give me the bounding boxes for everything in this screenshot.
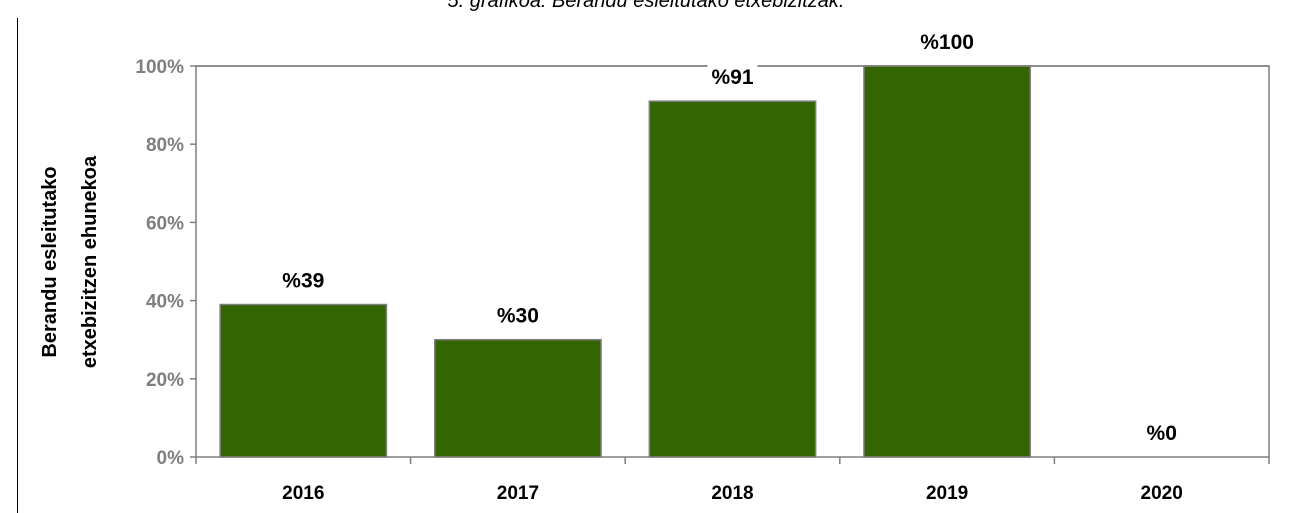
bar-2019 — [863, 65, 1032, 458]
bar-2016 — [219, 303, 388, 458]
data-label-bg — [492, 301, 543, 330]
y-tick-label: 80% — [146, 135, 184, 156]
data-label-gap — [707, 64, 758, 68]
x-tick-label: 2016 — [282, 483, 324, 504]
x-tick-label: 2020 — [1141, 483, 1183, 504]
data-label: %0 — [1147, 422, 1177, 445]
y-axis-title: Berandu esleitutako — [39, 166, 61, 357]
data-label-bg — [916, 28, 979, 56]
bar-2017 — [433, 338, 602, 458]
data-label: %100 — [920, 31, 974, 54]
bar-2018 — [648, 100, 817, 458]
data-label-bg — [278, 266, 329, 295]
y-axis-title: etxebizitzen ehunekoa — [79, 155, 101, 368]
data-label-bg — [1142, 419, 1181, 447]
left-border-line — [17, 18, 18, 513]
x-tick-label: 2017 — [497, 483, 539, 504]
data-label: %39 — [282, 270, 324, 293]
y-tick-label: 100% — [135, 57, 184, 78]
data-label: %91 — [711, 66, 753, 89]
y-tick-label: 0% — [157, 448, 185, 469]
y-tick-label: 60% — [146, 213, 184, 234]
y-tick-label: 40% — [146, 292, 184, 313]
x-tick-label: 2018 — [711, 483, 753, 504]
chart-title: 5. grafikoa: Berandu esleitutako etxebiz… — [447, 0, 845, 12]
data-label: %30 — [497, 305, 539, 328]
y-tick-label: 20% — [146, 370, 184, 391]
data-label-bg — [707, 63, 758, 92]
x-tick-label: 2019 — [926, 483, 968, 504]
